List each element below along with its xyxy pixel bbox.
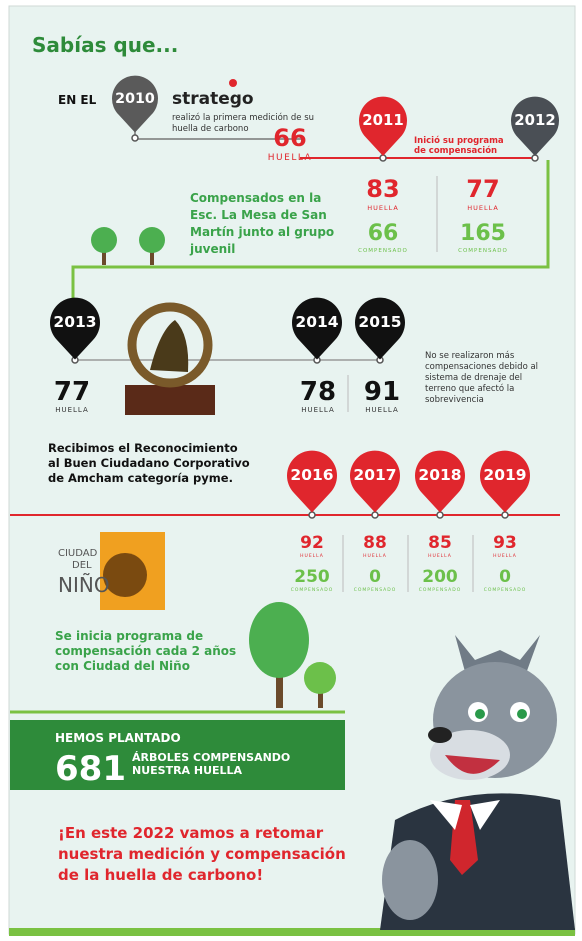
stat-label: COMPENSADO	[354, 587, 397, 593]
pin-head	[112, 75, 158, 133]
stat: 92	[300, 533, 324, 553]
stat-label: HUELLA	[301, 406, 335, 414]
brand-dot	[229, 79, 237, 87]
pin: 2011	[359, 96, 407, 162]
planted-count: 681	[55, 749, 126, 789]
stat: 0	[499, 567, 511, 587]
pin-head	[350, 450, 400, 513]
stat-label: HUELLA	[363, 553, 387, 559]
logo: CIUDAD DEL NIÑO	[58, 532, 165, 610]
pin: 2012	[511, 96, 559, 162]
pin-head	[511, 96, 559, 156]
planted-text: ÁRBOLES COMPENSANDO NUESTRA HUELLA	[132, 751, 290, 777]
pin-year: 2012	[514, 111, 555, 129]
stat: 85	[428, 533, 452, 553]
pin-year: 2016	[290, 466, 333, 484]
stat: 77	[54, 377, 90, 407]
trees	[249, 602, 336, 708]
note: No se realizaron más compensaciones debid…	[425, 351, 538, 405]
pin-year: 2018	[418, 466, 461, 484]
stat: 78	[300, 377, 336, 407]
svg-text:CIUDAD: CIUDAD	[58, 548, 98, 559]
footprint-label: HUELLA	[268, 153, 312, 163]
pin-head	[287, 450, 337, 513]
caption: Compensados en la Esc. La Mesa de San Mart…	[189, 191, 334, 256]
pin-head	[49, 297, 100, 360]
stat-label: COMPENSADO	[419, 587, 462, 593]
stat-label: COMPENSADO	[291, 587, 334, 593]
stat: 93	[493, 533, 517, 553]
pin-base	[501, 511, 509, 519]
pin: 2017	[350, 450, 400, 519]
pin-year: 2013	[53, 313, 96, 331]
bottom-strip	[9, 928, 575, 936]
stat-label: HUELLA	[467, 204, 499, 212]
stat-label: HUELLA	[365, 406, 399, 414]
note: Inició su programa de compensación	[414, 135, 504, 156]
award: Recibimos el Reconocimiento al Buen Ciuda…	[48, 441, 250, 485]
planted-box	[10, 720, 345, 790]
footprint: 66	[273, 124, 306, 152]
title: Sabías que...	[32, 33, 178, 57]
description: realizó la primera medición de su huella …	[172, 112, 314, 134]
stat-label: HUELLA	[428, 553, 452, 559]
stat-label: COMPENSADO	[358, 248, 408, 254]
trophy	[125, 302, 215, 415]
pin: 2019	[480, 450, 530, 519]
pin-year: 2010	[115, 91, 155, 107]
pin-head	[359, 96, 407, 156]
pin-head	[480, 450, 530, 513]
planted-heading: HEMOS PLANTADO	[55, 731, 181, 745]
pin-year: 2011	[362, 111, 403, 129]
connector	[71, 160, 550, 298]
stat: 88	[363, 533, 387, 553]
pin-head	[355, 297, 405, 360]
stat-label: HUELLA	[493, 553, 517, 559]
pin: 2018	[414, 450, 465, 519]
pin: 2015	[355, 297, 405, 364]
stat: 200	[422, 567, 458, 587]
svg-text:DEL: DEL	[72, 560, 92, 571]
stat: 250	[294, 567, 330, 587]
stat: 66	[368, 221, 399, 246]
stat-label: COMPENSADO	[458, 248, 508, 254]
closing: ¡En este 2022 vamos a retomar nuestra med…	[58, 824, 346, 884]
pin-year: 2017	[353, 466, 396, 484]
stat: 165	[460, 221, 506, 246]
pin: 2010	[112, 75, 158, 142]
svg-text:NIÑO: NIÑO	[58, 573, 110, 597]
pin-year: 2014	[295, 313, 338, 331]
stat-label: HUELLA	[55, 406, 89, 414]
pin-year: 2019	[483, 466, 526, 484]
caption: Se inicia programa de compensación cada 2…	[55, 629, 236, 673]
stat: 0	[369, 567, 381, 587]
pin-base	[131, 134, 139, 142]
brand: stratego	[172, 89, 254, 109]
pin: 2013	[49, 297, 100, 364]
pin: 2014	[292, 297, 343, 364]
trees	[91, 227, 165, 265]
pin-head	[292, 297, 343, 360]
stat-label: HUELLA	[367, 204, 399, 212]
prefix: EN EL	[58, 93, 97, 107]
pin-base	[436, 511, 444, 519]
pin: 2016	[287, 450, 337, 519]
mascot	[380, 635, 575, 930]
pin-base	[371, 511, 379, 519]
stat: 77	[466, 175, 499, 203]
stat-label: COMPENSADO	[484, 587, 527, 593]
stat-label: HUELLA	[300, 553, 324, 559]
stat: 83	[366, 175, 399, 203]
pin-year: 2015	[358, 313, 401, 331]
pin-head	[414, 450, 465, 513]
pin-base	[308, 511, 316, 519]
stat: 91	[364, 377, 400, 407]
